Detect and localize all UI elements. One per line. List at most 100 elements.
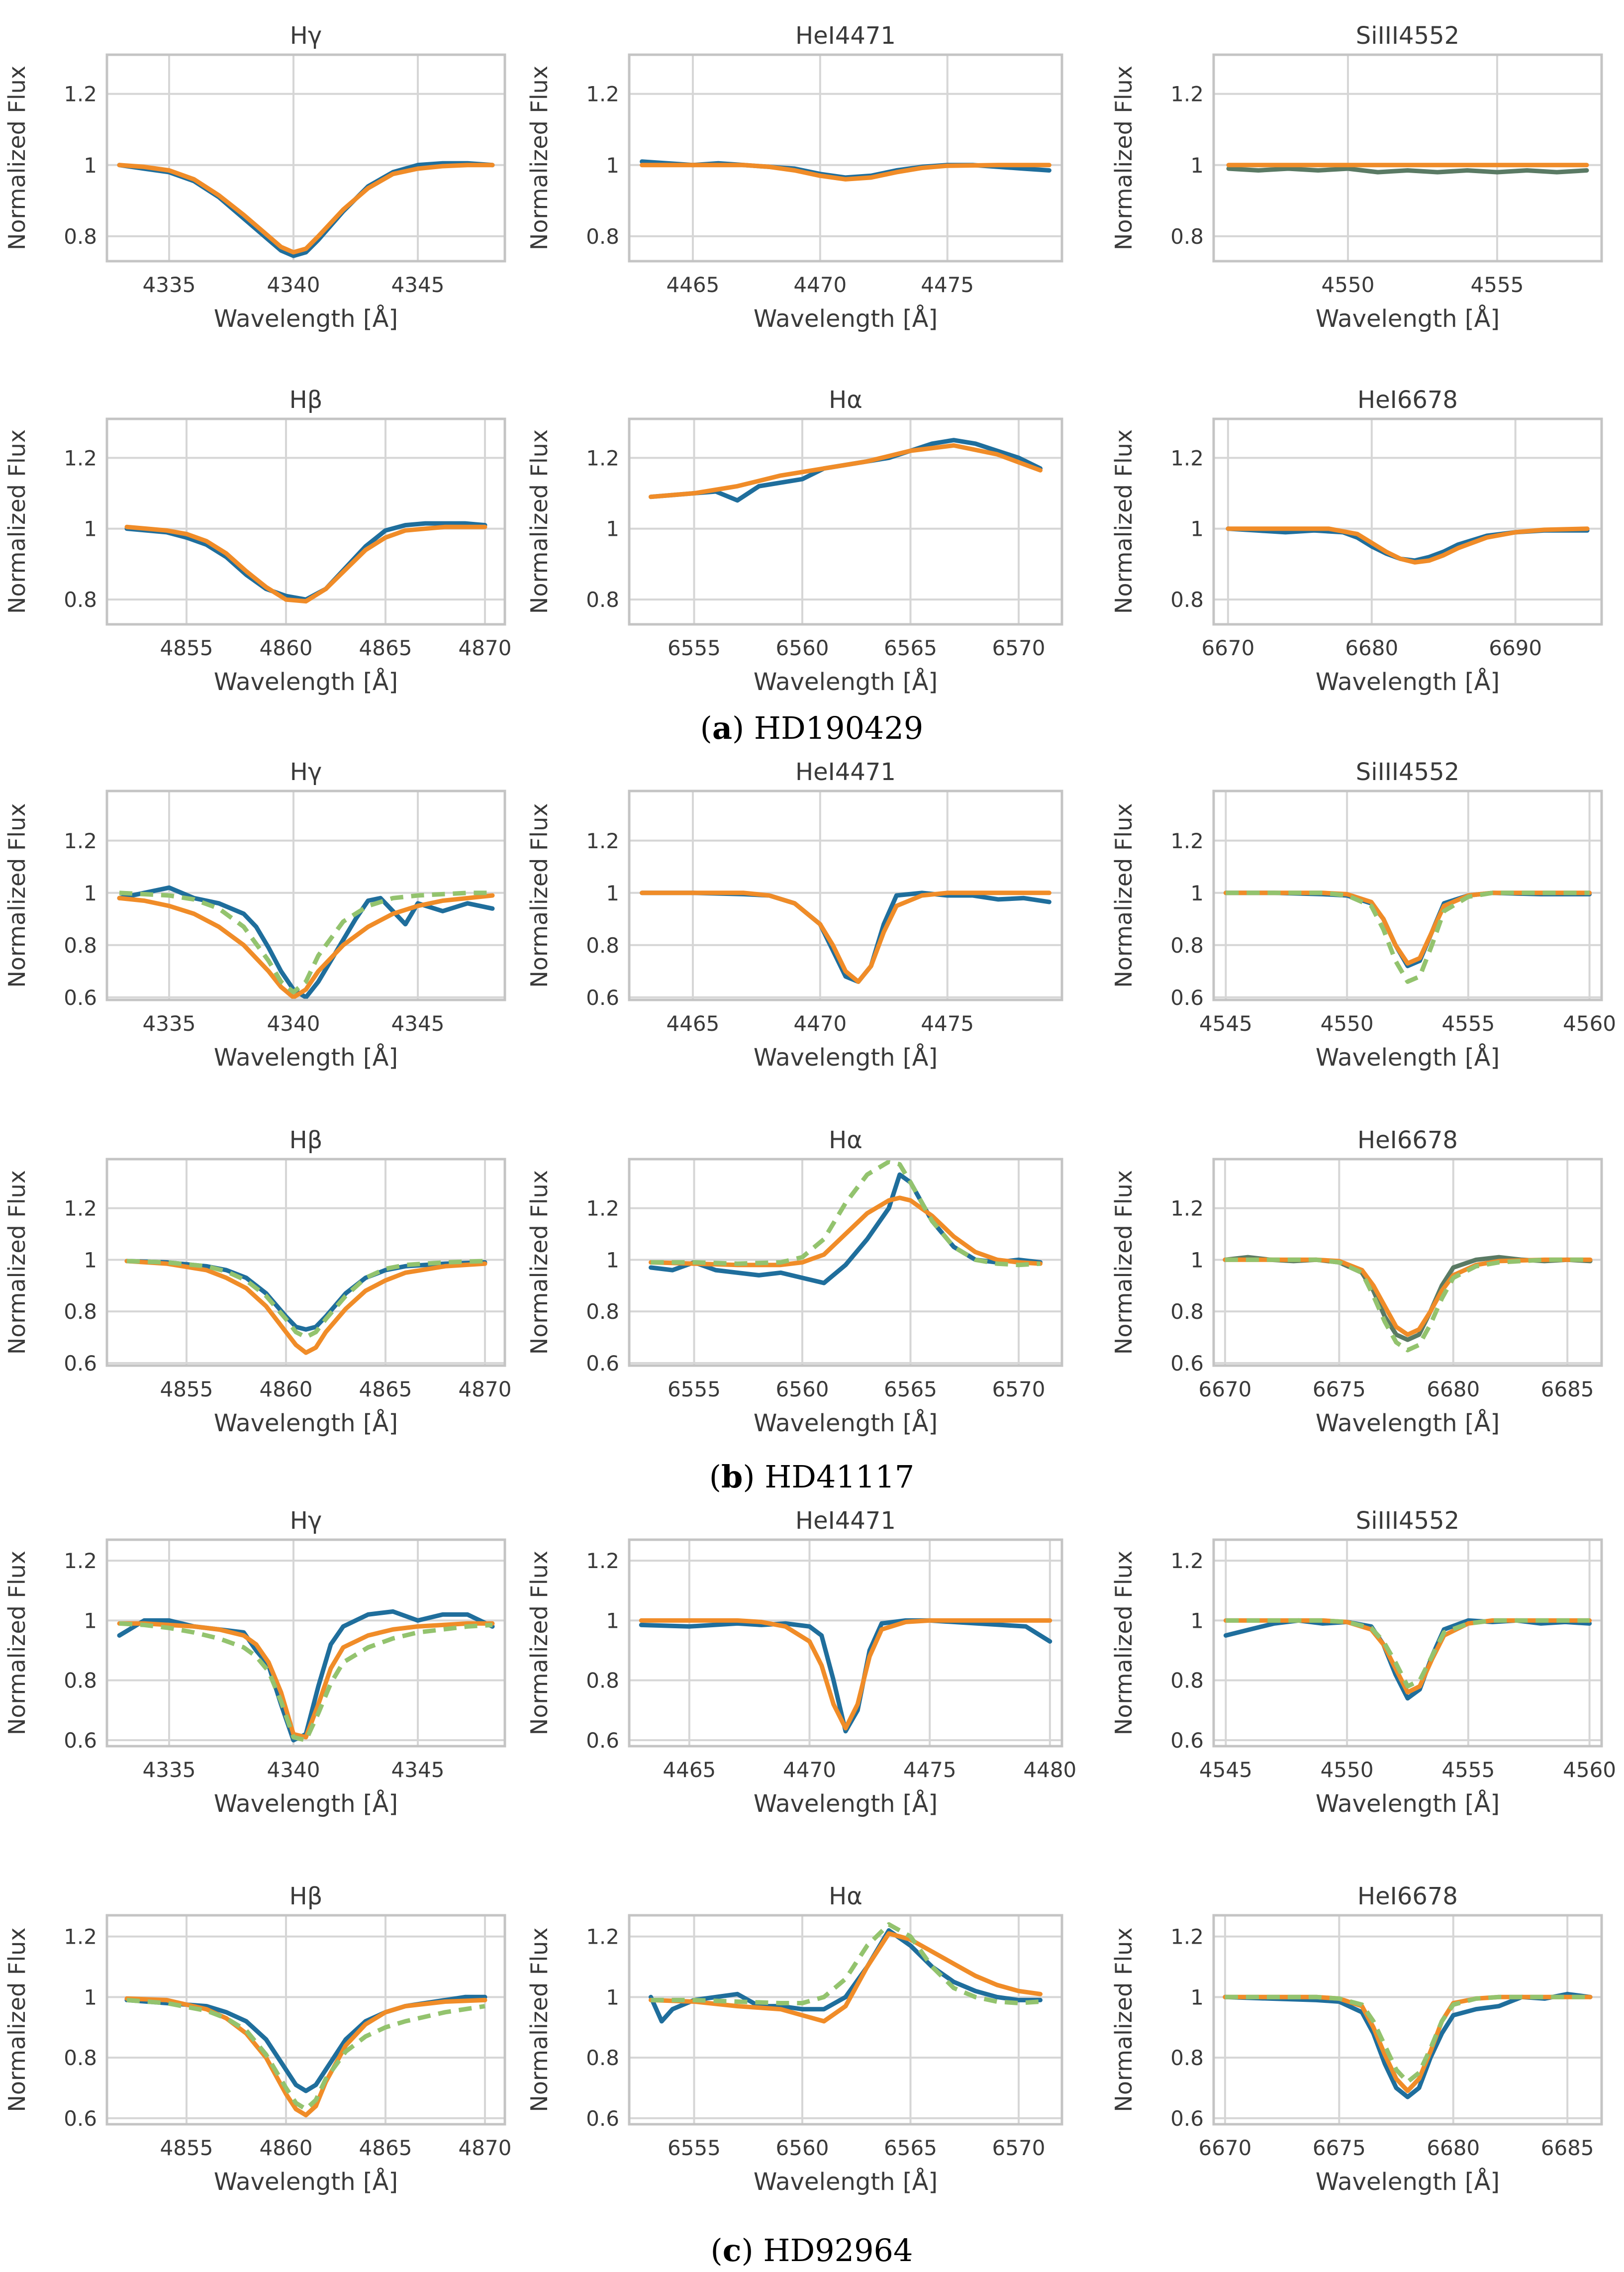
y-tick-label: 0.6 [586,2106,619,2131]
y-tick-label: 0.8 [586,224,619,249]
x-tick-label: 4340 [267,273,320,297]
x-tick-label: 4475 [903,1758,956,1782]
x-tick-label: 4550 [1322,273,1375,297]
series-model_alt [1226,890,1590,984]
panel-title: SiIII4552 [1356,1507,1459,1535]
y-axis-label: Normalized Flux [526,1170,553,1355]
series-group [117,885,495,1000]
panel-a-2: SiIII4552 4550 4555 0.8 1 1.2 Wavelength [Å] No… [1110,22,1603,333]
x-tick-label: 6680 [1345,636,1398,660]
y-axis-label: Normalized Flux [1110,1927,1137,2112]
caption-star-name: HD92964 [763,2232,913,2269]
y-tick-label: 1 [84,153,97,178]
series-model [124,1259,487,1355]
plot-frame [1212,53,1603,263]
panel-c-2: SiIII4552 4545 4550 4555 4560 0.6 0.8 1 1.2 Wavel… [1110,1507,1616,1818]
x-tick-label: 6670 [1198,2136,1251,2160]
series-model [649,443,1043,499]
y-tick-label: 0.8 [1170,933,1204,958]
x-tick-label: 6675 [1313,2136,1366,2160]
x-axis-label: Wavelength [Å] [214,2168,398,2196]
x-tick-label: 6690 [1489,636,1542,660]
series-model_alt [651,1159,1041,1268]
y-tick-label: 1 [606,1608,619,1633]
series-observed [639,1618,1052,1734]
plot-frame [1212,1914,1603,2126]
y-axis-label: Normalized Flux [1110,66,1137,250]
series-observed [649,1172,1043,1285]
x-axis-label: Wavelength [Å] [214,1409,398,1437]
panel-a-1: HeI4471 4465 4470 4475 0.8 1 1.2 Wavelength [Å]… [526,22,1063,333]
panel-title: HeI4471 [795,1507,896,1535]
x-tick-label: 6570 [992,1377,1046,1401]
plot-frame [1212,1158,1603,1367]
series-model_alt [1226,1618,1590,1689]
series-observed [1226,526,1590,563]
x-tick-label: 6685 [1541,1377,1594,1401]
y-tick-label: 1.2 [586,1549,619,1573]
series-group [1223,1255,1593,1353]
y-tick-label: 1 [1190,881,1204,905]
x-tick-label: 6670 [1201,636,1254,660]
y-axis-label: Normalized Flux [3,66,30,250]
x-tick-label: 4870 [459,2136,512,2160]
y-tick-label: 1.2 [586,1196,619,1221]
plot-frame [1212,1538,1603,1748]
panel-a-3: Hβ 4855 4860 4865 4870 0.8 1 1.2 Wavelength [Å] N… [3,386,511,696]
series-observed [117,885,495,1000]
y-tick-label: 1 [606,517,619,541]
series-group [640,159,1051,182]
x-tick-label: 4555 [1441,1011,1495,1036]
panel-title: HeI6678 [1357,386,1458,414]
x-tick-label: 4860 [260,636,313,660]
series-group [649,1922,1043,2024]
series-model [117,163,495,255]
x-tick-label: 4545 [1199,1011,1252,1036]
y-tick-label: 1.2 [1170,1925,1204,1949]
series-model [1226,526,1590,565]
y-axis-label: Normalized Flux [526,429,553,614]
panel-title: Hγ [290,1507,322,1535]
x-tick-label: 4465 [666,1011,719,1036]
x-axis-label: Wavelength [Å] [214,1789,398,1818]
series-group [1226,526,1590,565]
x-tick-label: 6560 [776,636,829,660]
panel-title: Hα [829,1126,862,1154]
x-tick-label: 4345 [391,1758,445,1782]
series-model [117,893,495,1000]
series-group [1223,890,1592,984]
panel-title: Hβ [289,1126,323,1154]
panel-title: Hβ [289,386,323,414]
y-tick-label: 1 [84,517,97,541]
y-axis-label: Normalized Flux [1110,1170,1137,1355]
x-tick-label: 4860 [260,2136,313,2160]
x-tick-label: 4345 [391,273,445,297]
x-tick-label: 4335 [143,1011,196,1036]
figure-captions: (a) HD190429 (b) HD41117 (c) HD92964 [700,710,924,2269]
y-tick-label: 0.6 [64,986,97,1010]
x-tick-label: 4855 [160,636,213,660]
series-observed [1223,1255,1593,1342]
y-tick-label: 1 [606,153,619,178]
panel-c-1: HeI4471 4465 4470 4475 4480 0.6 0.8 1 1.2 Wavelen… [526,1507,1076,1818]
x-axis-label: Wavelength [Å] [1316,1789,1500,1818]
series-model_alt [119,890,492,994]
x-tick-label: 6680 [1427,1377,1480,1401]
x-tick-label: 4345 [391,1011,445,1036]
series-group [640,890,1051,984]
plot-frame [1212,790,1603,1001]
x-tick-label: 4555 [1441,1758,1495,1782]
x-tick-label: 6565 [884,636,937,660]
y-tick-label: 1.2 [64,1549,97,1573]
y-tick-label: 0.6 [1170,986,1204,1010]
y-axis-label: Normalized Flux [526,66,553,250]
plot-frame [105,417,506,626]
y-tick-label: 1.2 [1170,446,1204,470]
panel-c-3: Hβ 4855 4860 4865 4870 0.6 0.8 1 1.2 Wavelength [… [3,1882,511,2196]
y-axis-label: Normalized Flux [3,1927,30,2112]
series-group [639,1618,1052,1734]
series-observed [124,1259,487,1332]
y-axis-label: Normalized Flux [3,803,30,988]
x-axis-label: Wavelength [Å] [754,2168,938,2196]
y-axis-label: Normalized Flux [526,1551,553,1735]
